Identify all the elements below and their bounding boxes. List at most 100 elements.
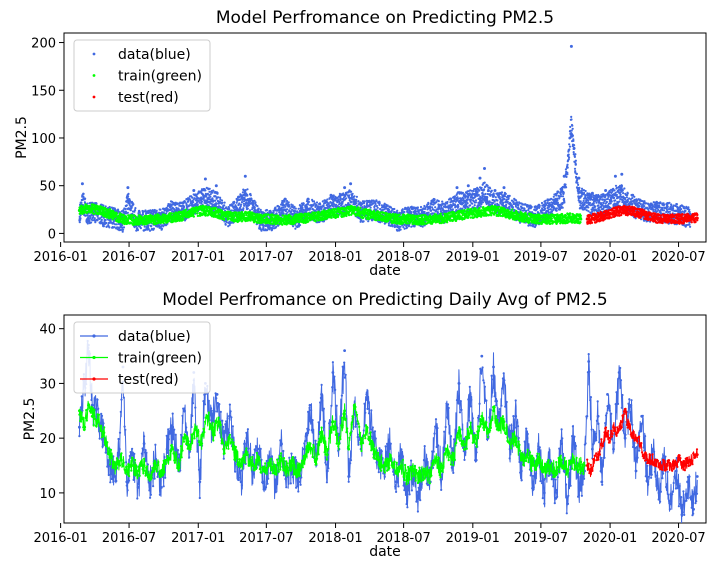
data-point (516, 201, 519, 204)
data-point (494, 196, 497, 199)
data-point (127, 195, 130, 198)
data-point (133, 209, 137, 212)
data-point (668, 210, 672, 213)
data-point (251, 208, 254, 211)
data-point (283, 197, 287, 201)
data-point (547, 208, 551, 211)
data-point (562, 174, 566, 178)
x-tick-label: 2019-01 (446, 250, 500, 265)
data-point (567, 158, 570, 161)
data-point (245, 202, 248, 205)
data-point (343, 186, 347, 190)
data-point (659, 201, 662, 204)
data-point (466, 184, 470, 188)
data-point (569, 44, 573, 48)
data-point (119, 228, 122, 232)
data-point (544, 199, 547, 202)
x-tick-label: 2018-07 (376, 250, 430, 265)
data-point (86, 214, 89, 217)
data-point (238, 202, 241, 205)
y-axis-label: PM2.5 (14, 116, 30, 159)
data-point (565, 175, 568, 178)
data-point (570, 115, 573, 118)
data-point (599, 197, 602, 200)
data-point (687, 206, 690, 209)
data-point (275, 212, 278, 215)
data-point (353, 195, 356, 198)
data-point (403, 227, 406, 230)
data-point (457, 205, 460, 208)
data-point (209, 193, 212, 196)
data-point (399, 228, 402, 231)
data-point (80, 182, 84, 186)
data-point (114, 223, 117, 226)
data-point (223, 204, 226, 207)
data-point (556, 199, 559, 202)
data-point (159, 208, 162, 211)
x-tick-label: 2019-07 (514, 250, 568, 265)
data-point (618, 200, 621, 203)
data-point (230, 209, 233, 212)
data-point (639, 202, 642, 206)
data-point (567, 153, 570, 156)
data-point (407, 224, 411, 227)
data-point (538, 204, 541, 207)
data-point (416, 206, 419, 209)
data-point (689, 225, 692, 228)
data-point (121, 230, 124, 233)
data-point (559, 193, 563, 196)
data-point (574, 159, 578, 162)
data-point (96, 219, 99, 222)
data-point (587, 199, 590, 202)
data-point (573, 144, 576, 147)
data-point (205, 195, 208, 198)
data-point (242, 200, 246, 203)
data-point (302, 202, 305, 205)
data-point (643, 205, 646, 208)
data-point (571, 134, 575, 137)
data-point (250, 197, 253, 201)
data-point (237, 195, 240, 199)
data-point (684, 209, 687, 212)
data-point (561, 195, 565, 198)
y-tick-label: 100 (31, 132, 56, 147)
data-point (378, 202, 381, 205)
data-point (688, 223, 691, 226)
data-point (224, 223, 227, 226)
data-point (225, 220, 228, 224)
data-point (437, 200, 440, 203)
data-point (193, 197, 196, 200)
x-axis-label: date (369, 263, 401, 279)
data-point (233, 200, 236, 203)
data-point (492, 194, 495, 198)
data-point (489, 187, 492, 190)
data-point (288, 205, 291, 208)
data-point (591, 210, 594, 213)
data-point (126, 219, 130, 222)
data-point (278, 211, 281, 214)
data-point (200, 196, 203, 199)
data-point (527, 224, 530, 227)
data-point (521, 203, 525, 206)
data-point (683, 207, 686, 210)
data-point (122, 226, 126, 229)
data-point (359, 203, 363, 207)
data-point (369, 206, 372, 209)
data-point (283, 200, 286, 203)
data-point (512, 200, 515, 203)
data-point (143, 225, 146, 228)
data-point (574, 163, 577, 166)
data-point (148, 229, 152, 232)
data-point (568, 145, 572, 148)
data-point (147, 228, 150, 231)
data-point (642, 201, 646, 205)
data-point (483, 181, 486, 184)
data-point (134, 207, 137, 210)
data-point (153, 208, 156, 212)
data-point (235, 201, 238, 204)
data-point (239, 205, 242, 208)
data-point (571, 127, 574, 130)
data-point (192, 189, 196, 192)
data-point (296, 211, 299, 214)
